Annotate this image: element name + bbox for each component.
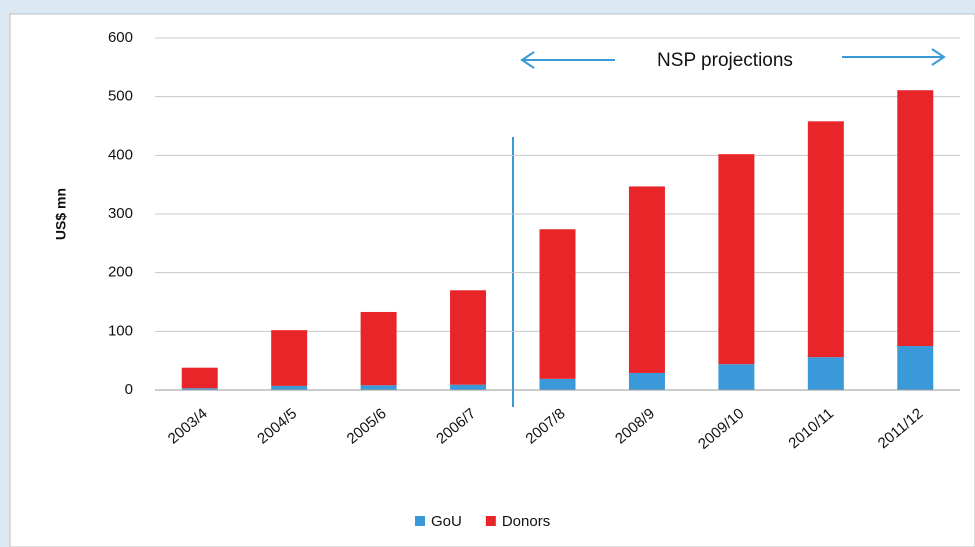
y-tick-label: 300 xyxy=(108,205,133,222)
legend-label: Donors xyxy=(502,513,550,530)
bar-segment xyxy=(271,385,308,390)
legend-label: GoU xyxy=(431,513,462,530)
bar-segment xyxy=(897,346,934,390)
bar-segment xyxy=(628,186,665,373)
y-axis-label: US$ mn xyxy=(53,188,69,240)
bar-segment xyxy=(539,229,576,379)
bar-segment xyxy=(807,121,844,358)
bar-segment xyxy=(360,385,397,390)
bar-segment xyxy=(539,378,576,390)
bar-segment xyxy=(718,364,755,390)
legend-swatch xyxy=(485,516,496,526)
y-tick-label: 200 xyxy=(108,264,133,281)
bar-segment xyxy=(628,372,665,390)
projection-arrows xyxy=(520,48,946,69)
annotation: NSP projections xyxy=(657,50,793,71)
bar-segment xyxy=(181,367,218,389)
bar-segment xyxy=(181,388,218,390)
bar-segment xyxy=(360,311,397,386)
bar-segment xyxy=(718,154,755,365)
bar-segment xyxy=(807,357,844,390)
y-tick-label: 500 xyxy=(108,88,133,105)
bar-segment xyxy=(271,330,308,386)
y-tick-label: 600 xyxy=(108,29,133,46)
bar-segment xyxy=(897,90,934,346)
bar-segment xyxy=(450,290,487,385)
y-tick-label: 0 xyxy=(125,381,133,398)
y-tick-label: 400 xyxy=(108,146,133,163)
bar-segment xyxy=(450,384,487,390)
legend-swatch xyxy=(415,516,425,526)
y-tick-label: 100 xyxy=(108,322,133,339)
